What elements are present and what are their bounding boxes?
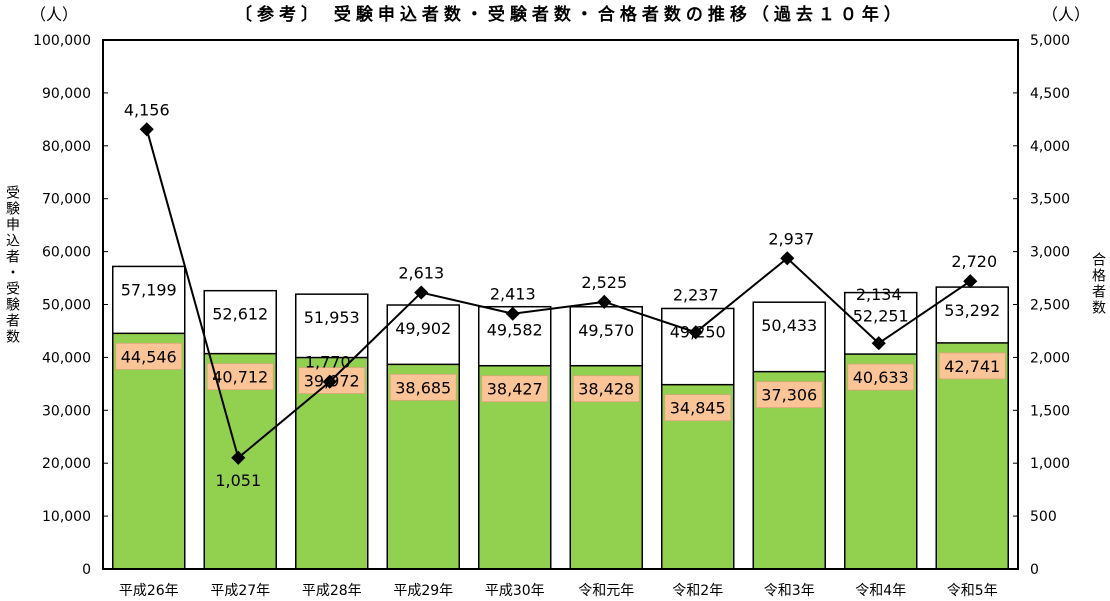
- y-axis-left-title: 受験申込者・受験者数: [4, 185, 20, 345]
- x-tick-label: 令和4年: [855, 583, 906, 599]
- examinees-label-bg: [664, 394, 732, 422]
- examinees-label: 42,741: [944, 357, 1000, 376]
- y-axis-right-title: 合格者数: [1090, 252, 1106, 316]
- examinees-bar: [935, 342, 1009, 570]
- passers-label: 2,720: [951, 252, 997, 271]
- examinees-label: 38,685: [395, 378, 451, 397]
- examinees-label: 34,845: [670, 399, 726, 418]
- right-unit: （人）: [1042, 5, 1090, 24]
- passers-marker: [597, 294, 612, 309]
- examinees-label: 37,306: [761, 386, 817, 405]
- examinees-label-bg: [481, 375, 549, 403]
- applicants-label: 49,570: [578, 321, 634, 340]
- left-unit: （人）: [30, 5, 78, 24]
- x-tick-label: 平成30年: [485, 583, 545, 599]
- applicants-label: 57,199: [121, 280, 177, 299]
- passers-label: 1,770: [305, 353, 351, 372]
- applicants-label: 53,292: [944, 301, 1000, 320]
- y-left-tick-label: 70,000: [42, 192, 91, 208]
- passers-label: 2,134: [856, 285, 902, 304]
- y-right-tick-label: 5,000: [1030, 33, 1070, 49]
- y-right-tick-label: 3,500: [1030, 192, 1070, 208]
- examinees-label: 40,712: [212, 368, 268, 387]
- y-left-tick-label: 80,000: [42, 139, 91, 155]
- y-right-tick-label: 0: [1030, 562, 1039, 578]
- x-tick-label: 平成26年: [119, 583, 179, 599]
- y-right-tick-label: 2,500: [1030, 298, 1070, 314]
- passers-marker: [505, 306, 520, 321]
- passers-line: [145, 129, 971, 460]
- x-tick-label: 平成27年: [210, 583, 270, 599]
- y-right-tick-label: 4,500: [1030, 86, 1070, 102]
- examinees-label-bg: [847, 363, 915, 391]
- x-tick-label: 令和元年: [578, 583, 634, 599]
- applicants-label: 49,902: [395, 319, 451, 338]
- y-right-tick-label: 500: [1030, 509, 1057, 525]
- applicants-label: 51,953: [304, 308, 360, 327]
- applicants-label: 50,433: [761, 316, 817, 335]
- y-right-tick-label: 1,000: [1030, 456, 1070, 472]
- passers-marker: [963, 274, 978, 289]
- y-left-tick-label: 30,000: [42, 403, 91, 419]
- passers-label: 4,156: [124, 100, 170, 119]
- examinees-label: 40,633: [853, 368, 909, 387]
- applicants-label: 52,251: [853, 307, 909, 326]
- examinees-label-bg: [755, 381, 823, 409]
- plot-frame: [102, 39, 1019, 570]
- passers-label: 2,525: [581, 273, 627, 292]
- passers-marker: [688, 325, 703, 340]
- passers-marker: [231, 450, 246, 465]
- applicants-label: 52,612: [212, 305, 268, 324]
- y-left-tick-label: 20,000: [42, 456, 91, 472]
- passers-label: 2,613: [398, 264, 444, 283]
- examinees-label-bg: [938, 352, 1006, 380]
- y-right-tick-label: 3,000: [1030, 245, 1070, 261]
- y-left-tick-label: 0: [82, 562, 91, 578]
- x-tick-label: 令和5年: [947, 583, 998, 599]
- examinees-label-bg: [389, 373, 457, 401]
- y-left-tick-label: 50,000: [42, 298, 91, 314]
- examinees-label: 38,428: [578, 380, 634, 399]
- applicants-label: 49,582: [487, 321, 543, 340]
- passers-marker: [871, 336, 886, 351]
- passers-label: 1,051: [215, 471, 261, 490]
- passers-marker: [139, 122, 154, 137]
- passers-label: 2,937: [768, 229, 814, 248]
- examinees-label: 44,546: [121, 347, 177, 366]
- x-tick-label: 平成28年: [302, 583, 362, 599]
- x-tick-label: 平成29年: [393, 583, 453, 599]
- examinees-label-bg: [115, 342, 183, 370]
- chart-title: 〔参考〕 受験申込者数・受験者数・合格者数の推移（過去１０年）: [235, 4, 906, 25]
- y-left-tick-label: 60,000: [42, 245, 91, 261]
- y-left-tick-label: 40,000: [42, 350, 91, 366]
- y-left-tick-label: 10,000: [42, 509, 91, 525]
- x-tick-label: 令和2年: [672, 583, 723, 599]
- examinees-label: 38,427: [487, 380, 543, 399]
- passers-marker: [322, 374, 337, 389]
- y-right-tick-label: 2,000: [1030, 350, 1070, 366]
- y-right-tick-label: 4,000: [1030, 139, 1070, 155]
- passers-marker: [414, 285, 429, 300]
- passers-marker: [780, 251, 795, 266]
- passers-label: 2,237: [673, 285, 719, 304]
- examinees-label-bg: [572, 375, 640, 403]
- y-right-tick-label: 1,500: [1030, 403, 1070, 419]
- x-tick-label: 令和3年: [764, 583, 815, 599]
- y-left-tick-label: 90,000: [42, 86, 91, 102]
- passers-label: 2,413: [490, 285, 536, 304]
- y-left-tick-label: 100,000: [33, 33, 91, 49]
